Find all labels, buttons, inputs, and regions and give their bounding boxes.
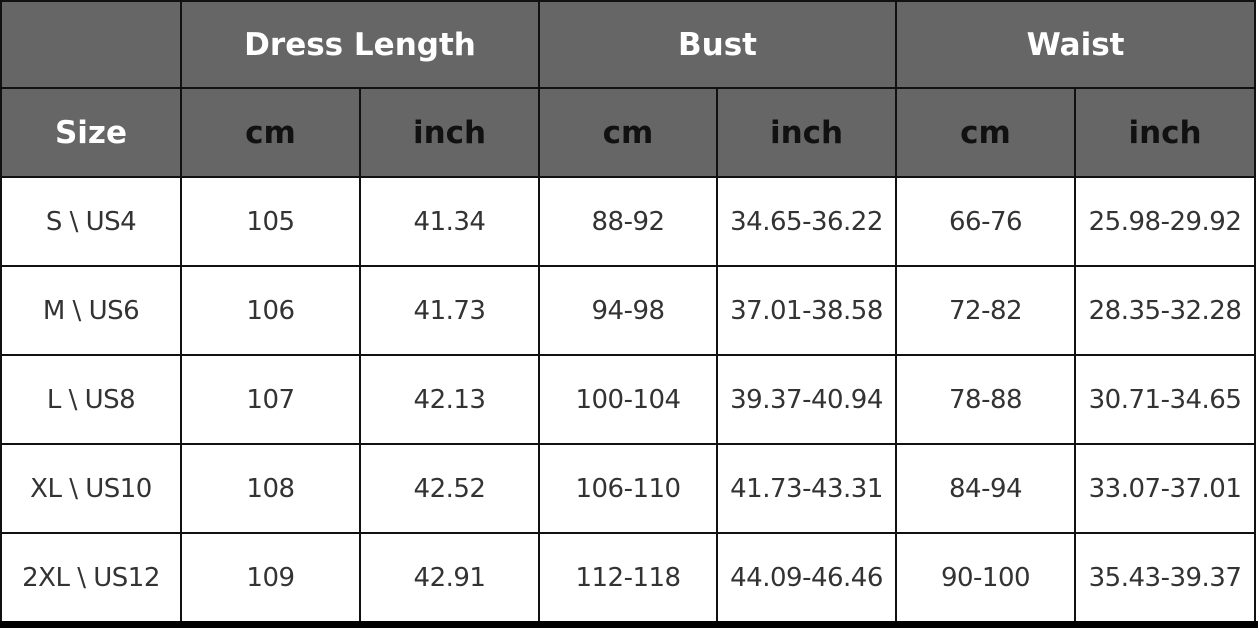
measurement-cell: 35.43-39.37 (1074, 532, 1257, 623)
measurement-cell: 112-118 (538, 532, 719, 623)
unit-header: cm (180, 87, 361, 178)
group-header-row: Dress Length Bust Waist (0, 0, 1257, 89)
table-row: XL \ US10 108 42.52 106-110 41.73-43.31 84-94… (0, 443, 1257, 534)
group-header-waist: Waist (895, 0, 1257, 89)
measurement-cell: 106-110 (538, 443, 719, 534)
unit-header: cm (895, 87, 1077, 178)
size-header: Size (0, 87, 182, 178)
unit-header-row: Size cm inch cm inch cm inch (0, 87, 1257, 178)
measurement-cell: 41.34 (358, 176, 541, 267)
measurement-cell: 37.01-38.58 (716, 265, 898, 356)
measurement-cell: 106 (180, 265, 361, 356)
measurement-cell: 30.71-34.65 (1074, 354, 1257, 445)
measurement-cell: 94-98 (538, 265, 719, 356)
table-row: L \ US8 107 42.13 100-104 39.37-40.94 78-88 30… (0, 354, 1257, 445)
measurement-cell: 44.09-46.46 (716, 532, 898, 623)
group-header-dress-length: Dress Length (179, 0, 541, 89)
measurement-cell: 66-76 (895, 176, 1077, 267)
measurement-cell: 84-94 (895, 443, 1077, 534)
size-cell: 2XL \ US12 (0, 532, 182, 623)
measurement-cell: 25.98-29.92 (1074, 176, 1257, 267)
size-cell: L \ US8 (0, 354, 182, 445)
measurement-cell: 42.91 (358, 532, 541, 623)
measurement-cell: 42.52 (358, 443, 541, 534)
size-cell: M \ US6 (0, 265, 182, 356)
measurement-cell: 78-88 (895, 354, 1077, 445)
measurement-cell: 28.35-32.28 (1074, 265, 1257, 356)
size-cell: S \ US4 (0, 176, 182, 267)
measurement-cell: 39.37-40.94 (716, 354, 898, 445)
measurement-cell: 88-92 (538, 176, 719, 267)
measurement-cell: 107 (180, 354, 361, 445)
measurement-cell: 109 (180, 532, 361, 623)
table-row: M \ US6 106 41.73 94-98 37.01-38.58 72-82 28.3… (0, 265, 1257, 356)
measurement-cell: 90-100 (895, 532, 1077, 623)
measurement-cell: 105 (180, 176, 361, 267)
table-row: 2XL \ US12 109 42.91 112-118 44.09-46.46 90-1… (0, 532, 1257, 623)
measurement-cell: 34.65-36.22 (716, 176, 898, 267)
measurement-cell: 33.07-37.01 (1074, 443, 1257, 534)
unit-header: inch (1074, 87, 1257, 178)
measurement-cell: 72-82 (895, 265, 1077, 356)
unit-header: cm (538, 87, 719, 178)
unit-header: inch (358, 87, 541, 178)
size-cell: XL \ US10 (0, 443, 182, 534)
measurement-cell: 42.13 (358, 354, 541, 445)
measurement-cell: 41.73-43.31 (716, 443, 898, 534)
measurement-cell: 41.73 (358, 265, 541, 356)
empty-corner-cell (0, 0, 182, 89)
unit-header: inch (716, 87, 898, 178)
bottom-border (0, 621, 1258, 628)
measurement-cell: 108 (180, 443, 361, 534)
table-row: S \ US4 105 41.34 88-92 34.65-36.22 66-76 25.9… (0, 176, 1257, 267)
measurement-cell: 100-104 (538, 354, 719, 445)
group-header-bust: Bust (538, 0, 898, 89)
